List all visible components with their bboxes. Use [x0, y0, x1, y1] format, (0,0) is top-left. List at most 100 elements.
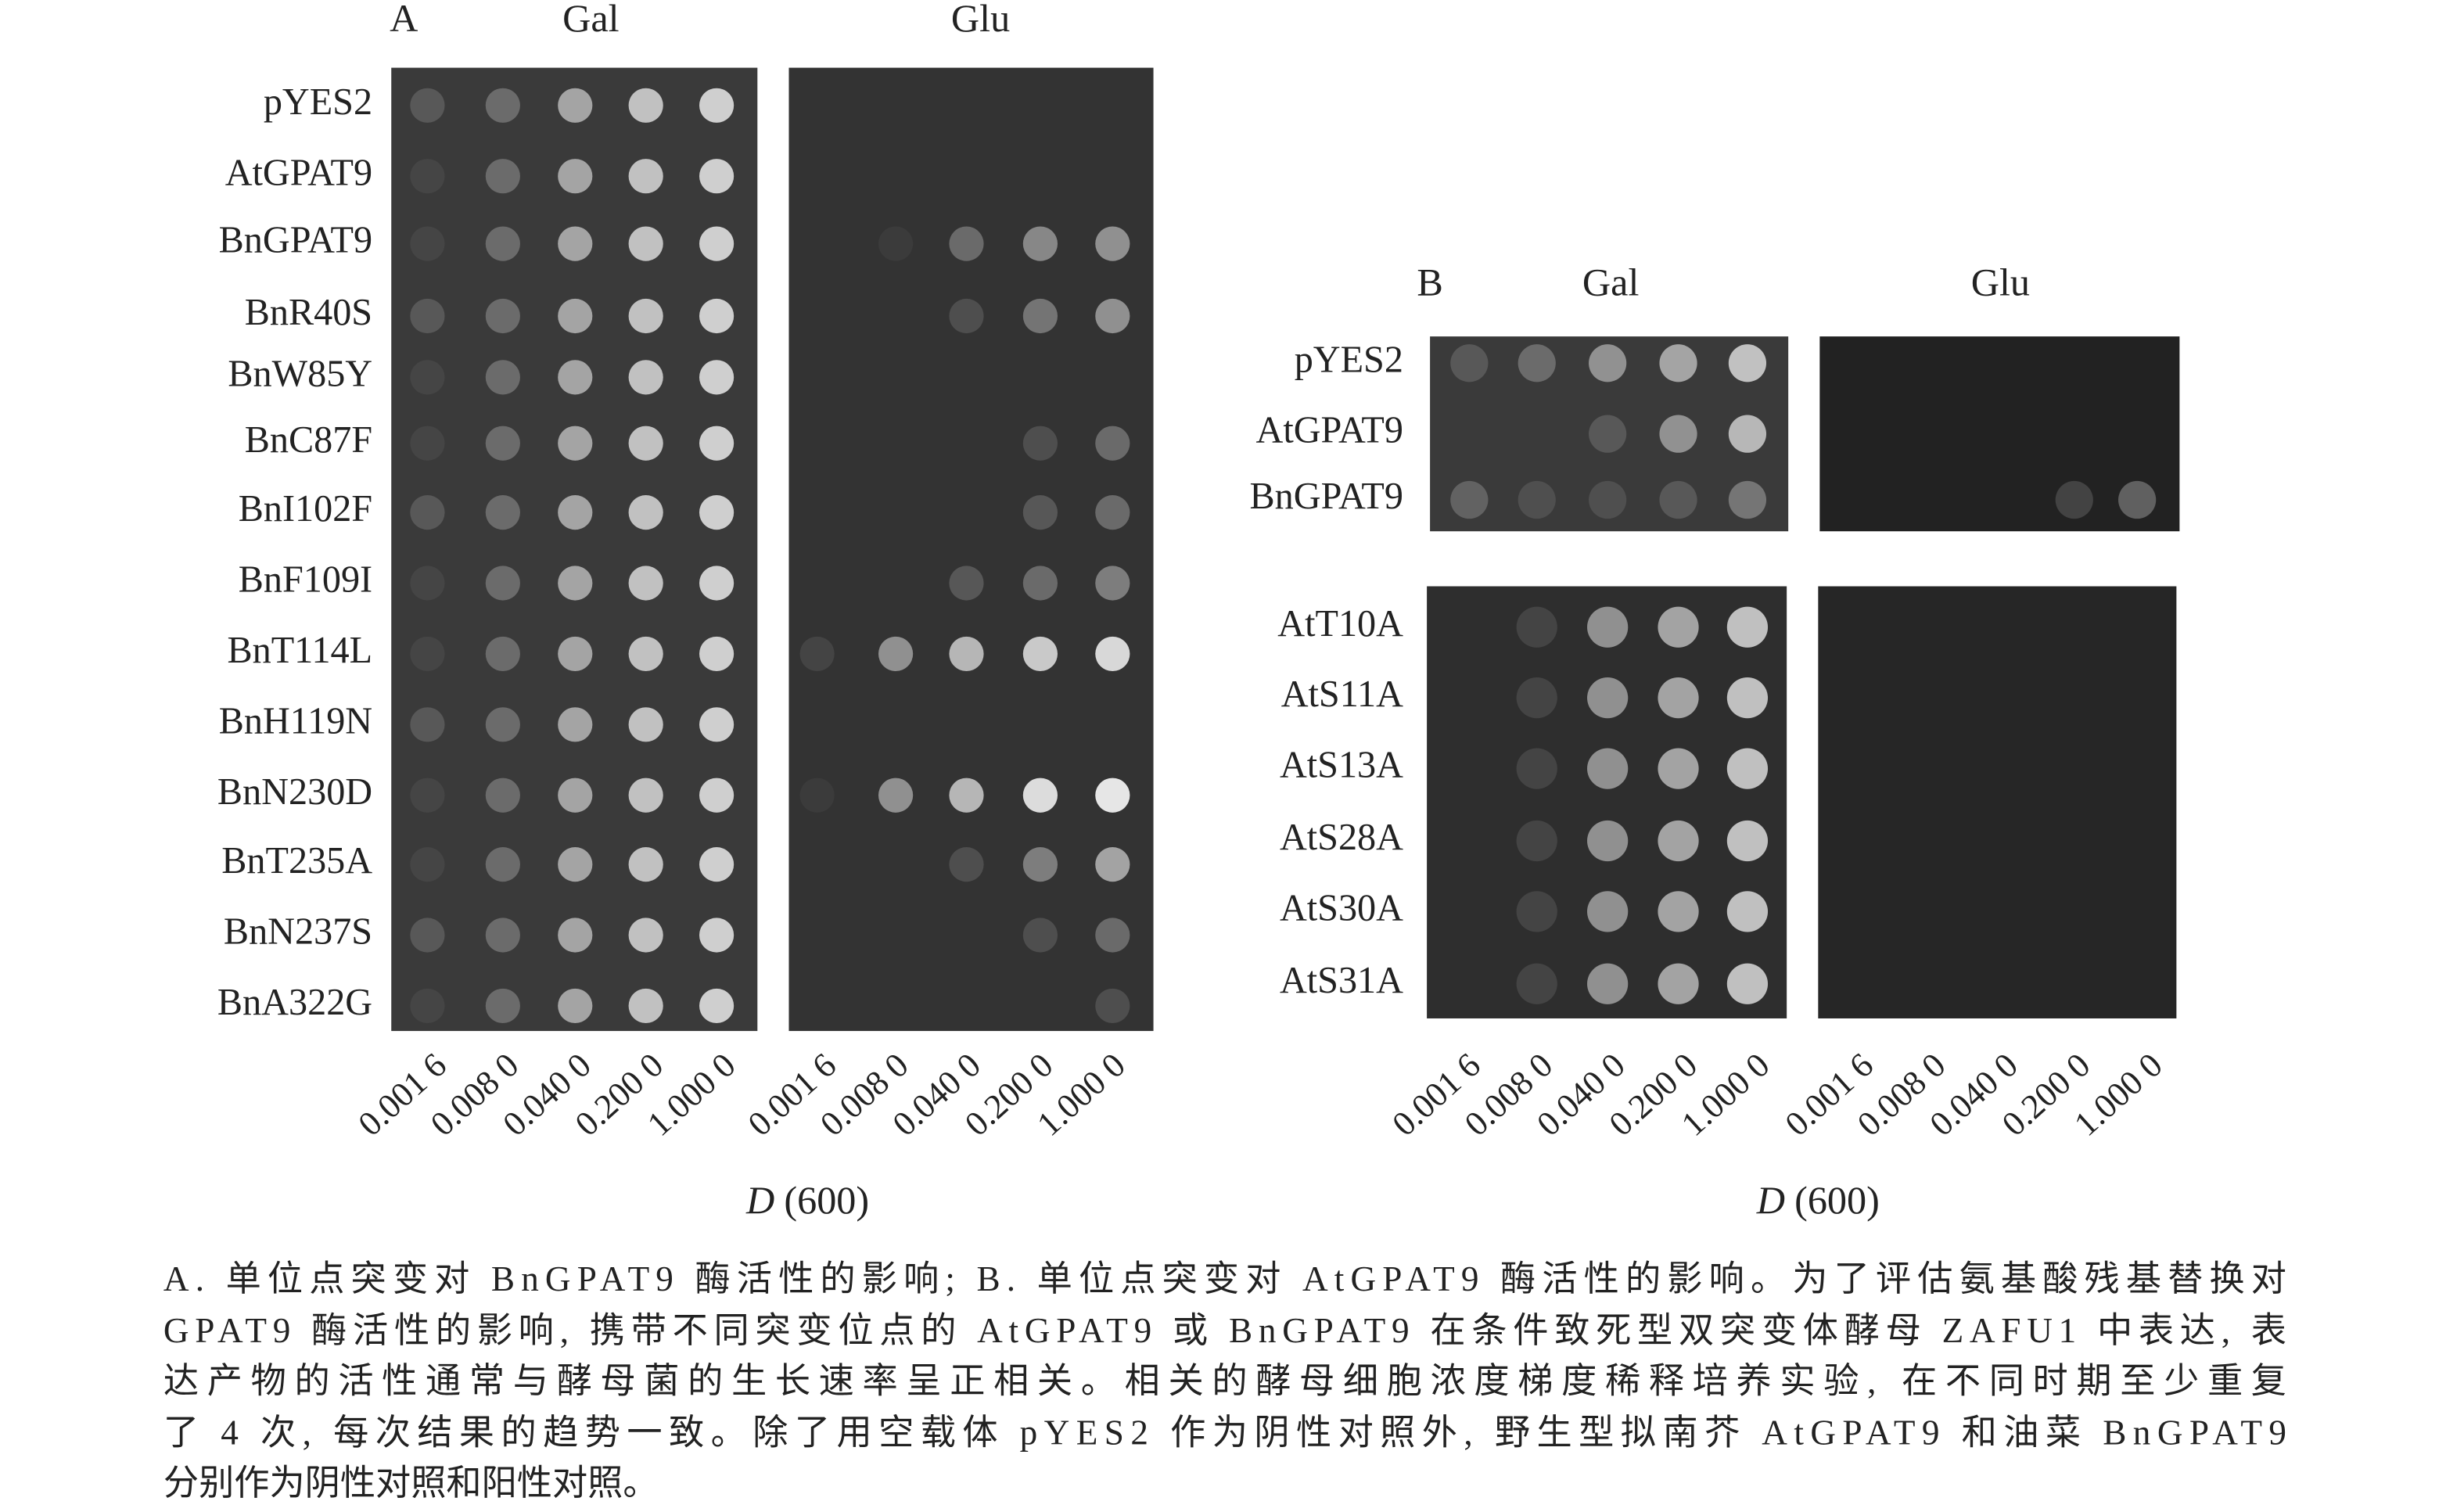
- colony-spot: [1095, 298, 1130, 334]
- colony-spot: [410, 298, 445, 334]
- colony-spot: [949, 847, 984, 882]
- colony-spot: [799, 636, 835, 672]
- condition-label: Gal: [562, 0, 620, 40]
- colony-spot: [558, 159, 593, 194]
- colony-spot: [485, 636, 520, 672]
- strain-label: BnGPAT9: [219, 220, 372, 261]
- colony-spot: [558, 988, 593, 1024]
- strain-label: BnI102F: [239, 488, 372, 530]
- colony-spot: [878, 636, 914, 672]
- colony-spot: [628, 495, 663, 530]
- colony-spot: [1587, 891, 1629, 932]
- colony-spot: [558, 918, 593, 953]
- colony-spot: [1022, 636, 1058, 672]
- colony-spot: [1516, 820, 1557, 862]
- strain-label: BnF109I: [239, 559, 372, 601]
- colony-spot: [628, 636, 663, 672]
- strain-label: BnT114L: [227, 630, 372, 671]
- colony-spot: [485, 778, 520, 813]
- colony-spot: [1659, 344, 1697, 382]
- colony-spot: [628, 298, 663, 334]
- colony-spot: [485, 566, 520, 601]
- strain-label: BnT235A: [221, 840, 372, 882]
- colony-spot: [410, 495, 445, 530]
- strain-label: BnA322G: [217, 982, 372, 1023]
- colony-spot: [1095, 636, 1130, 672]
- strain-label: BnN230D: [217, 771, 372, 813]
- colony-spot: [558, 847, 593, 882]
- colony-spot: [2118, 480, 2157, 519]
- colony-spot: [410, 707, 445, 742]
- colony-spot: [485, 298, 520, 334]
- colony-spot: [1658, 820, 1699, 862]
- colony-spot: [1095, 778, 1130, 813]
- strain-label: AtGPAT9: [225, 152, 372, 193]
- caption-line: 达产物的活性通常与酵母菌的生长速率呈正相关。相关的酵母细胞浓度梯度稀释培养实验,…: [163, 1361, 2286, 1400]
- colony-spot: [410, 847, 445, 882]
- strain-label: BnGPAT9: [1250, 476, 1403, 517]
- colony-spot: [1022, 847, 1058, 882]
- colony-spot: [1728, 480, 1767, 519]
- colony-spot: [1726, 748, 1769, 789]
- colony-spot: [1728, 415, 1767, 453]
- strain-label: AtS28A: [1280, 817, 1403, 858]
- axis-label: D (600): [745, 1178, 869, 1222]
- colony-spot: [485, 847, 520, 882]
- colony-spot: [1022, 918, 1058, 953]
- colony-spot: [410, 226, 445, 261]
- colony-spot: [410, 88, 445, 123]
- colony-spot: [410, 566, 445, 601]
- colony-spot: [799, 778, 835, 813]
- colony-spot: [1587, 606, 1629, 648]
- caption-line: 了 4 次, 每次结果的趋势一致。除了用空载体 pYES2 作为阴性对照外, 野…: [163, 1413, 2286, 1453]
- colony-spot: [1658, 677, 1699, 719]
- colony-spot: [1095, 918, 1130, 953]
- colony-spot: [558, 778, 593, 813]
- colony-spot: [628, 88, 663, 123]
- strain-label: AtT10A: [1277, 603, 1403, 645]
- colony-spot: [1516, 963, 1557, 1004]
- colony-spot: [1022, 298, 1058, 334]
- strain-label: AtGPAT9: [1256, 410, 1403, 451]
- colony-spot: [410, 636, 445, 672]
- colony-spot: [699, 360, 735, 395]
- colony-spot: [628, 778, 663, 813]
- axis-label: D (600): [1756, 1178, 1880, 1222]
- colony-spot: [699, 918, 735, 953]
- colony-spot: [558, 226, 593, 261]
- colony-spot: [410, 159, 445, 194]
- colony-spot: [1659, 415, 1697, 453]
- colony-spot: [558, 298, 593, 334]
- condition-label: Glu: [951, 0, 1010, 40]
- colony-spot: [1022, 426, 1058, 461]
- caption-line: A. 单位点突变对 BnGPAT9 酶活性的影响; B. 单位点突变对 AtGP…: [163, 1259, 2286, 1298]
- strain-label: BnW85Y: [228, 353, 372, 394]
- strain-label: BnN237S: [224, 911, 372, 953]
- colony-spot: [699, 159, 735, 194]
- colony-spot: [485, 495, 520, 530]
- caption-line: 分别作为阴性对照和阳性对照。: [163, 1464, 659, 1503]
- strain-label: pYES2: [264, 81, 372, 123]
- colony-spot: [410, 988, 445, 1024]
- colony-spot: [699, 778, 735, 813]
- colony-spot: [1095, 426, 1130, 461]
- colony-spot: [699, 88, 735, 123]
- colony-spot: [1589, 344, 1627, 382]
- colony-spot: [485, 226, 520, 261]
- colony-spot: [1516, 891, 1557, 932]
- panel-label: B: [1417, 260, 1443, 303]
- colony-spot: [628, 847, 663, 882]
- colony-spot: [699, 226, 735, 261]
- condition-label: Gal: [1582, 260, 1640, 303]
- colony-spot: [2055, 480, 2093, 519]
- colony-spot: [1518, 480, 1556, 519]
- colony-spot: [1659, 480, 1697, 519]
- colony-spot: [1726, 820, 1769, 862]
- panel-label: A: [390, 0, 418, 40]
- colony-spot: [485, 88, 520, 123]
- caption-line: GPAT9 酶活性的影响, 携带不同突变位点的 AtGPAT9 或 BnGPAT…: [163, 1311, 2286, 1350]
- colony-spot: [410, 918, 445, 953]
- colony-spot: [949, 226, 984, 261]
- colony-spot: [1658, 748, 1699, 789]
- axis-symbol: D: [745, 1178, 774, 1222]
